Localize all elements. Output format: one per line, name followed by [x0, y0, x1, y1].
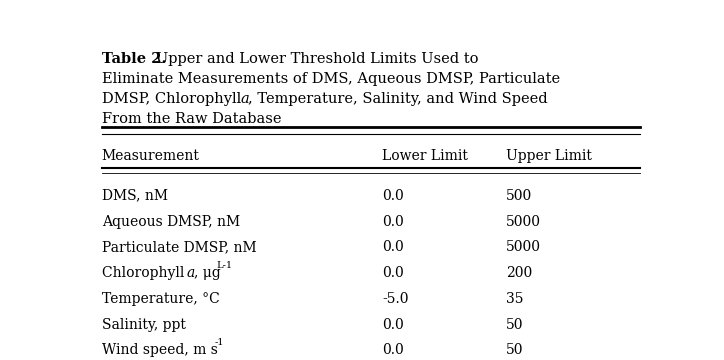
Text: Table 2.: Table 2. [101, 51, 167, 66]
Text: 200: 200 [505, 266, 532, 280]
Text: 35: 35 [505, 292, 523, 306]
Text: -5.0: -5.0 [382, 292, 409, 306]
Text: 0.0: 0.0 [382, 215, 404, 229]
Text: Wind speed, m s: Wind speed, m s [101, 343, 218, 357]
Text: a: a [187, 266, 195, 280]
Text: Temperature, °C: Temperature, °C [101, 292, 219, 306]
Text: 5000: 5000 [505, 215, 541, 229]
Text: DMSP, Chlorophyll: DMSP, Chlorophyll [101, 92, 245, 106]
Text: 50: 50 [505, 343, 523, 357]
Text: Chlorophyll: Chlorophyll [101, 266, 188, 280]
Text: , μg: , μg [194, 266, 221, 280]
Text: 500: 500 [505, 189, 532, 203]
Text: Lower Limit: Lower Limit [382, 149, 468, 163]
Text: 0.0: 0.0 [382, 240, 404, 254]
Text: Measurement: Measurement [101, 149, 200, 163]
Text: Aqueous DMSP, nM: Aqueous DMSP, nM [101, 215, 240, 229]
Text: Upper Limit: Upper Limit [505, 149, 592, 163]
Text: a: a [240, 92, 249, 106]
Text: 0.0: 0.0 [382, 318, 404, 332]
Text: 0.0: 0.0 [382, 343, 404, 357]
Text: DMS, nM: DMS, nM [101, 189, 168, 203]
Text: Eliminate Measurements of DMS, Aqueous DMSP, Particulate: Eliminate Measurements of DMS, Aqueous D… [101, 72, 560, 86]
Text: , Temperature, Salinity, and Wind Speed: , Temperature, Salinity, and Wind Speed [248, 92, 547, 106]
Text: L-1: L-1 [216, 261, 233, 270]
Text: 0.0: 0.0 [382, 189, 404, 203]
Text: 50: 50 [505, 318, 523, 332]
Text: From the Raw Database: From the Raw Database [101, 112, 281, 126]
Text: 0.0: 0.0 [382, 266, 404, 280]
Text: Salinity, ppt: Salinity, ppt [101, 318, 185, 332]
Text: -1: -1 [215, 338, 224, 347]
Text: 5000: 5000 [505, 240, 541, 254]
Text: Particulate DMSP, nM: Particulate DMSP, nM [101, 240, 256, 254]
Text: Upper and Lower Threshold Limits Used to: Upper and Lower Threshold Limits Used to [156, 51, 479, 66]
